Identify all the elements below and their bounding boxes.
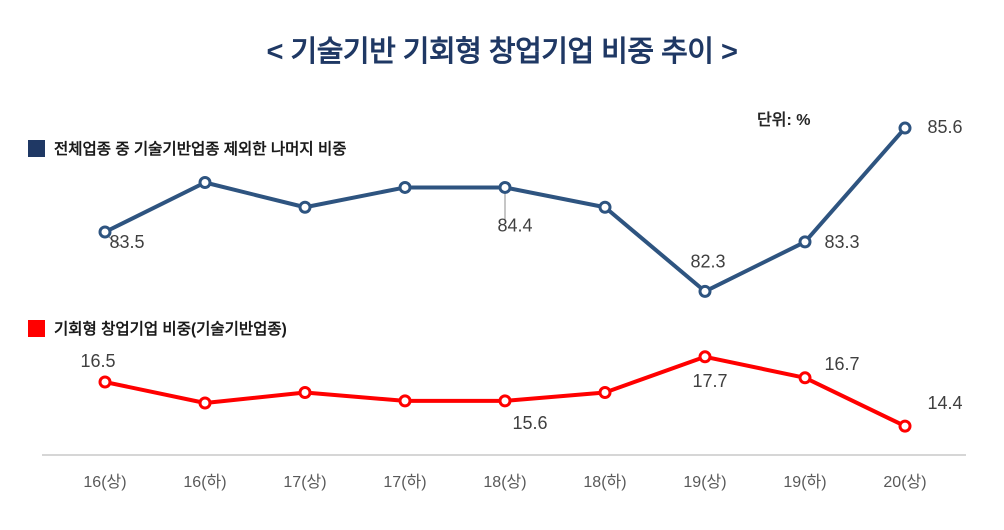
data-point-label: 82.3 bbox=[690, 251, 725, 271]
legend-swatch-red bbox=[28, 319, 45, 337]
data-point-marker bbox=[198, 176, 212, 189]
data-point-marker bbox=[698, 284, 712, 298]
x-axis-tick-label: 16(상) bbox=[83, 473, 126, 491]
chart-title: < 기술기반 기회형 창업기업 비중 추이 > bbox=[266, 36, 738, 68]
data-point-label: 83.5 bbox=[109, 232, 144, 252]
series-line-1 bbox=[103, 354, 907, 429]
x-axis-tick-label: 17(상) bbox=[283, 473, 326, 491]
data-point-label: 16.5 bbox=[80, 351, 115, 371]
data-point-label: 83.3 bbox=[824, 232, 859, 252]
data-point-label: 17.7 bbox=[692, 371, 727, 391]
data-point-marker bbox=[898, 419, 912, 433]
data-point-marker bbox=[398, 394, 412, 408]
data-point-label: 14.4 bbox=[927, 393, 962, 413]
legend-label-blue: 전체업종 중 기술기반업종 제외한 나머지 비중 bbox=[54, 141, 347, 158]
x-axis-tick-label: 19(상) bbox=[683, 473, 726, 491]
data-point-marker bbox=[98, 225, 112, 239]
x-axis-tick-label: 20(상) bbox=[883, 473, 926, 491]
data-point-marker bbox=[598, 386, 612, 399]
legend-label-red: 기회형 창업기업 비중(기술기반업종) bbox=[54, 321, 287, 338]
data-point-marker bbox=[198, 396, 212, 410]
data-point-label: 16.7 bbox=[824, 354, 859, 374]
x-axis-tick-label: 18(상) bbox=[483, 473, 526, 491]
data-point-marker bbox=[98, 375, 112, 389]
x-axis-tick-label: 19(하) bbox=[783, 473, 826, 491]
x-axis-tick-label: 17(하) bbox=[383, 473, 426, 491]
data-point-marker bbox=[798, 371, 812, 385]
legend-series-red: 기회형 창업기업 비중(기술기반업종) bbox=[28, 317, 287, 339]
data-point-marker bbox=[298, 200, 312, 214]
data-point-marker bbox=[698, 350, 712, 364]
legend-series-blue: 전체업종 중 기술기반업종 제외한 나머지 비중 bbox=[28, 137, 346, 159]
data-point-marker bbox=[398, 180, 412, 194]
x-axis-tick-label: 18(하) bbox=[583, 473, 626, 491]
label-leader-line bbox=[108, 236, 121, 247]
data-point-label: 85.6 bbox=[927, 117, 962, 137]
data-point-marker bbox=[498, 180, 512, 194]
data-point-marker bbox=[498, 394, 512, 408]
data-point-marker bbox=[598, 200, 612, 214]
data-point-label: 84.4 bbox=[497, 215, 532, 235]
data-point-marker bbox=[898, 121, 912, 135]
data-point-marker bbox=[298, 386, 312, 399]
unit-label: 단위: % bbox=[757, 112, 811, 129]
data-point-label: 15.6 bbox=[512, 413, 547, 433]
data-point-marker bbox=[798, 235, 812, 249]
x-axis-tick-label: 16(하) bbox=[183, 473, 226, 491]
legend-swatch-blue bbox=[28, 139, 45, 157]
